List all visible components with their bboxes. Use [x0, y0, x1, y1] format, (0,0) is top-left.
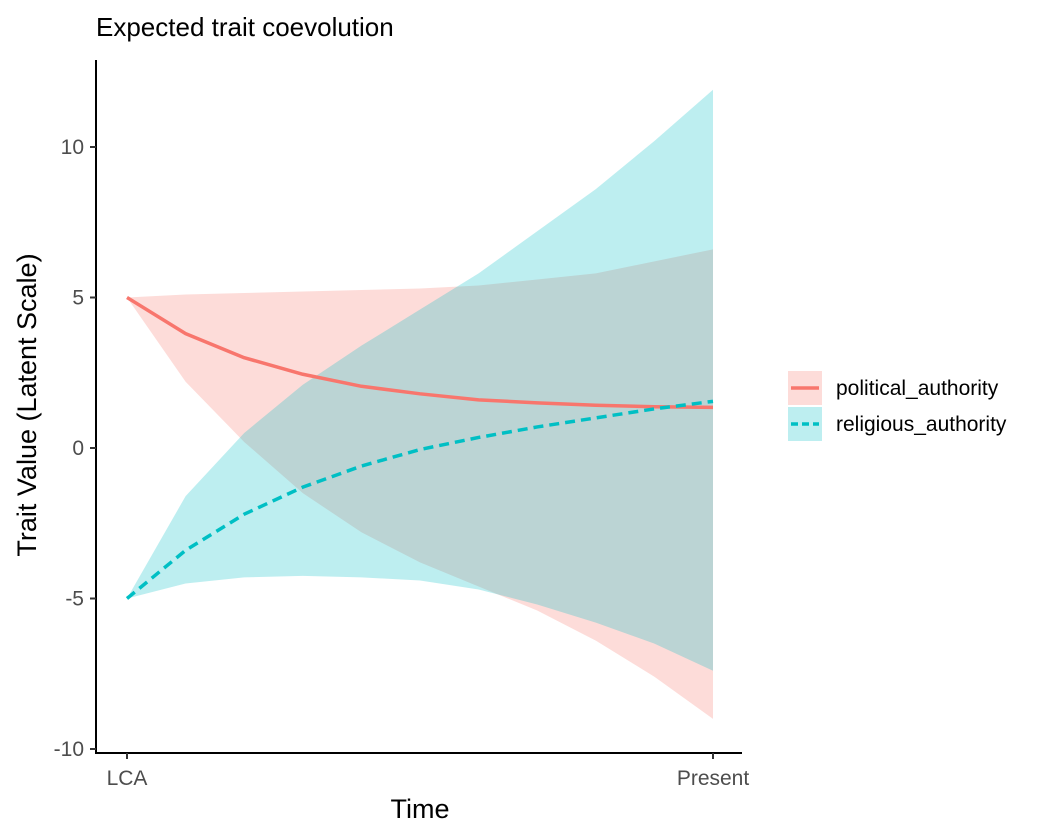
y-tick-label: 10: [61, 136, 84, 159]
y-tick-label: -5: [65, 588, 84, 611]
legend-label: religious_authority: [836, 413, 1007, 436]
line-religious-authority: [125, 399, 714, 600]
ribbon-religious-authority: [127, 89, 713, 671]
y-tick-label: 0: [72, 437, 84, 460]
x-axis-title: Time: [391, 794, 450, 824]
legend-label: political_authority: [836, 377, 999, 400]
y-tick-label: -10: [54, 738, 84, 761]
y-axis-title: Trait Value (Latent Scale): [12, 253, 42, 556]
y-tick-label: 5: [72, 287, 84, 310]
plot-area: [125, 89, 714, 719]
x-tick-label: Present: [677, 767, 750, 790]
legend: political_authority religious_authority: [788, 371, 1007, 441]
x-tick-label: LCA: [107, 767, 148, 790]
line-political-authority: [126, 296, 714, 410]
x-axis-ticks: LCA Present: [107, 753, 750, 790]
y-axis-ticks: -10 -5 0 5 10: [54, 136, 96, 761]
chart-title: Expected trait coevolution: [96, 12, 394, 42]
